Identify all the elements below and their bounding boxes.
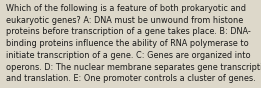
Text: and translation. E: One promoter controls a cluster of genes.: and translation. E: One promoter control… <box>6 74 255 83</box>
Text: operons. D: The nuclear membrane separates gene transcription: operons. D: The nuclear membrane separat… <box>6 63 261 72</box>
Text: proteins before transcription of a gene takes place. B: DNA-: proteins before transcription of a gene … <box>6 27 251 36</box>
Text: eukaryotic genes? A: DNA must be unwound from histone: eukaryotic genes? A: DNA must be unwound… <box>6 16 243 25</box>
Text: binding proteins influence the ability of RNA polymerase to: binding proteins influence the ability o… <box>6 39 248 48</box>
Text: initiate transcription of a gene. C: Genes are organized into: initiate transcription of a gene. C: Gen… <box>6 51 250 60</box>
Text: Which of the following is a feature of both prokaryotic and: Which of the following is a feature of b… <box>6 4 246 13</box>
